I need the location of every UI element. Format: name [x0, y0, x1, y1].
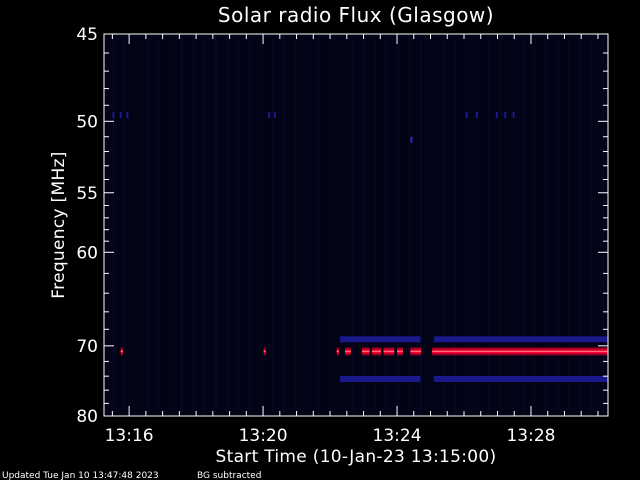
noise-column	[362, 36, 365, 414]
noise-column	[226, 36, 229, 414]
noise-column	[283, 36, 286, 414]
noise-column	[157, 36, 160, 414]
noise-column	[112, 36, 115, 414]
emission-peak	[336, 350, 339, 352]
noise-column	[294, 36, 297, 414]
noise-column	[454, 36, 456, 414]
emission-peak	[397, 350, 403, 352]
emission-low	[512, 112, 515, 118]
noise-column	[545, 36, 547, 414]
noise-column	[476, 36, 479, 414]
y-axis-ticks: 45 50 55 60 70 80	[76, 25, 608, 427]
emission-low	[504, 112, 507, 118]
noise-column	[249, 36, 251, 414]
plot-frame	[103, 33, 609, 417]
y-tick-label: 80	[76, 407, 98, 427]
noise-column	[510, 36, 513, 414]
noise-column	[397, 36, 399, 414]
emission-low	[433, 376, 608, 382]
x-axis-label: Start Time (10-Jan-23 13:15:00)	[216, 447, 497, 467]
noise-column	[260, 36, 263, 414]
emission-peak	[345, 350, 351, 352]
emission-peak	[371, 350, 381, 352]
y-tick-label: 50	[76, 112, 98, 132]
noise-column	[579, 36, 582, 414]
noise-column	[340, 36, 343, 414]
noise-column	[351, 36, 354, 414]
noise-column	[192, 36, 195, 414]
plot-area	[104, 34, 608, 416]
emission-events	[112, 112, 608, 382]
noise-column	[499, 36, 502, 414]
y-tick-label: 60	[76, 243, 98, 263]
noise-column	[431, 36, 434, 414]
background-noise-columns	[112, 36, 604, 414]
noise-column	[123, 36, 126, 414]
noise-column	[328, 36, 331, 414]
noise-column	[135, 36, 138, 414]
y-tick-label: 55	[76, 184, 98, 204]
emission-peak	[361, 350, 370, 352]
noise-column	[590, 36, 593, 414]
emission-low	[112, 112, 115, 118]
x-tick-label: 13:20	[239, 426, 288, 446]
noise-column	[169, 36, 172, 414]
emission-peak	[263, 350, 266, 352]
y-tick-label: 70	[76, 337, 98, 357]
noise-column	[385, 36, 388, 414]
emission-peak	[383, 350, 395, 352]
noise-column	[374, 36, 377, 414]
noise-column	[203, 36, 206, 414]
emission-low	[495, 112, 498, 118]
emission-low	[465, 112, 468, 118]
noise-column	[146, 36, 149, 414]
noise-column	[214, 36, 217, 414]
noise-column	[488, 36, 491, 414]
noise-column	[317, 36, 320, 414]
noise-column	[419, 36, 422, 414]
noise-column	[567, 36, 570, 414]
emission-mid	[410, 136, 413, 143]
x-tick-label: 13:28	[506, 426, 555, 446]
noise-column	[305, 36, 308, 414]
noise-column	[522, 36, 525, 414]
emission-peak	[432, 350, 608, 352]
emission-low	[433, 336, 608, 343]
emission-low	[126, 112, 129, 118]
noise-column	[533, 36, 536, 414]
emission-peak	[410, 350, 422, 352]
y-axis-label: Frequency [MHz]	[49, 151, 69, 298]
noise-column	[465, 36, 468, 414]
x-axis-ticks: 13:16 13:20 13:24 13:28	[105, 34, 599, 446]
x-tick-label: 13:16	[105, 426, 154, 446]
noise-column	[442, 36, 445, 414]
footer-note: BG subtracted	[197, 471, 261, 480]
y-tick-label: 45	[76, 25, 98, 45]
noise-column	[271, 36, 274, 414]
noise-column	[180, 36, 183, 414]
noise-column	[237, 36, 240, 414]
noise-column	[408, 36, 411, 414]
emission-low	[268, 112, 271, 118]
emission-low	[340, 376, 421, 382]
emission-low	[119, 112, 122, 118]
emission-low	[340, 336, 421, 343]
footer-updated: Updated Tue Jan 10 13:47:48 2023	[2, 471, 159, 480]
noise-column	[556, 36, 559, 414]
emission-low	[475, 112, 478, 118]
emission-peak	[120, 350, 123, 352]
x-tick-label: 13:24	[373, 426, 422, 446]
chart-title: Solar radio Flux (Glasgow)	[218, 3, 494, 27]
noise-column	[602, 36, 604, 414]
emission-low	[273, 112, 276, 118]
